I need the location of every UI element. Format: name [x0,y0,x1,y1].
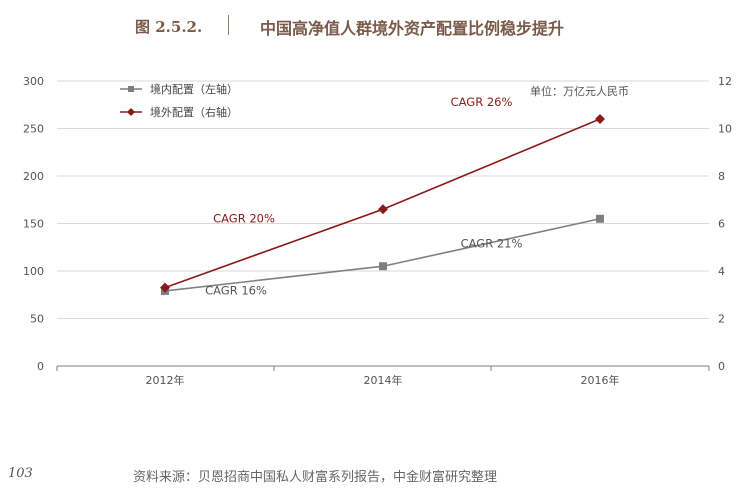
right-tick-label: 0 [718,360,725,373]
cagr-label: CAGR 21% [461,237,523,251]
header-divider [228,15,229,35]
right-axis: 0 2 4 6 8 10 12 [718,75,732,373]
right-tick-label: 2 [718,313,725,326]
figure-number: 图 2.5.2. [135,18,203,36]
data-point [160,282,170,293]
left-tick-label: 0 [37,360,44,373]
left-tick-label: 150 [23,218,44,231]
x-tick-label: 2014年 [364,373,403,387]
source-note: 资料来源：贝恩招商中国私人财富系列报告，中金财富研究整理 [133,470,498,485]
legend-label: 境外配置（右轴） [150,105,238,119]
right-tick-label: 4 [718,265,725,278]
page-number: 103 [8,466,33,481]
cagr-label: CAGR 26% [451,95,513,109]
left-axis: 0 50 100 150 200 250 300 [23,75,44,373]
cagr-label: CAGR 20% [213,211,275,225]
data-point [378,204,388,215]
figure-title: 中国高净值人群境外资产配置比例稳步提升 [260,19,565,38]
left-tick-label: 100 [23,265,44,278]
series-lines [160,114,605,295]
legend: 境内配置（左轴） 境外配置（右轴） [120,82,238,119]
figure-header: 图 2.5.2. 中国高净值人群境外资产配置比例稳步提升 [0,0,755,50]
data-point [379,262,387,271]
left-tick-label: 250 [23,123,44,136]
x-tick-label: 2016年 [581,373,620,387]
cagr-annotations: CAGR 20% CAGR 26% CAGR 16% CAGR 21% [205,95,522,297]
left-tick-label: 50 [30,313,44,326]
series-line [164,217,601,292]
right-tick-label: 6 [718,218,725,231]
gridlines [57,80,709,319]
right-tick-label: 12 [718,75,732,88]
left-tick-label: 200 [23,170,44,183]
x-tick-label: 2012年 [146,373,185,387]
data-point [596,214,604,223]
data-point [595,114,605,124]
right-tick-label: 8 [718,170,725,183]
right-tick-label: 10 [718,123,732,136]
unit-note: 单位：万亿元人民币 [530,84,629,98]
legend-marker [128,86,134,92]
legend-marker [127,108,135,116]
legend-label: 境内配置（左轴） [150,82,238,96]
cagr-label: CAGR 16% [205,284,267,298]
left-tick-label: 300 [23,75,44,88]
x-axis: 2012年 2014年 2016年 [56,365,710,387]
